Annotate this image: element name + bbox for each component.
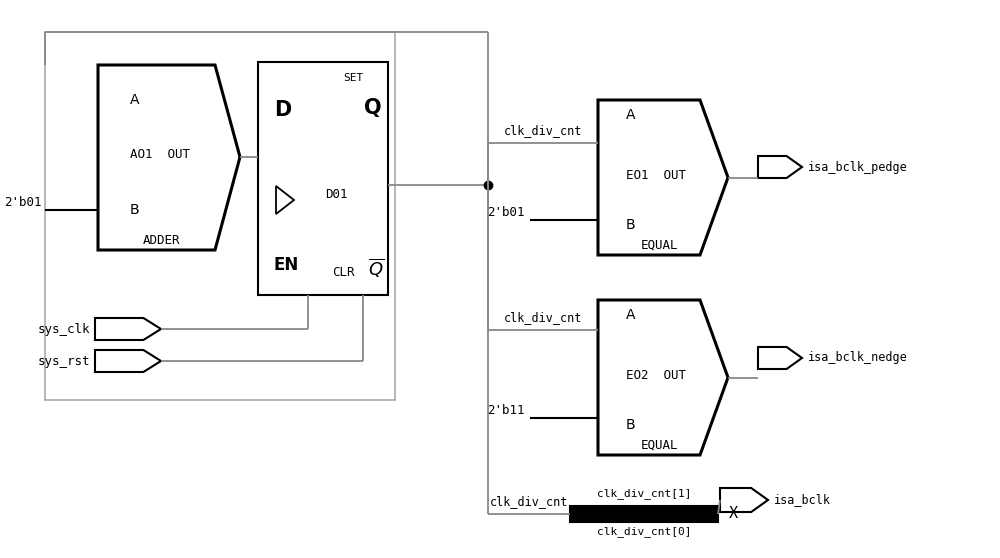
Polygon shape [598, 300, 728, 455]
Text: EO2  OUT: EO2 OUT [626, 369, 686, 382]
Text: A: A [626, 108, 636, 122]
Bar [258, 62, 388, 295]
Text: D01: D01 [325, 189, 347, 201]
Text: A: A [626, 308, 636, 322]
Text: sys_clk: sys_clk [38, 323, 90, 335]
Text: 2'b01: 2'b01 [5, 195, 42, 209]
Polygon shape [758, 347, 802, 369]
Text: AO1  OUT: AO1 OUT [130, 148, 190, 161]
Text: B: B [130, 203, 140, 217]
Text: EO1  OUT: EO1 OUT [626, 169, 686, 182]
Text: 2'b11: 2'b11 [488, 403, 525, 416]
Polygon shape [598, 100, 728, 255]
Text: SET: SET [343, 73, 363, 83]
Text: EQUAL: EQUAL [641, 439, 679, 451]
Text: B: B [626, 418, 636, 432]
Text: isa_bclk_nedge: isa_bclk_nedge [808, 352, 908, 364]
Text: clk_div_cnt: clk_div_cnt [504, 124, 582, 137]
Text: $\overline{Q}$: $\overline{Q}$ [368, 257, 384, 280]
Text: isa_bclk_pedge: isa_bclk_pedge [808, 161, 908, 174]
Polygon shape [720, 488, 768, 512]
Text: X: X [728, 507, 738, 522]
Text: CLR: CLR [332, 267, 354, 280]
Polygon shape [758, 156, 802, 178]
Text: 2'b01: 2'b01 [488, 205, 525, 219]
Polygon shape [276, 186, 294, 214]
Bar [570, 506, 718, 522]
Text: sys_rst: sys_rst [38, 354, 90, 368]
Text: isa_bclk: isa_bclk [774, 493, 831, 507]
Bar [45, 32, 395, 400]
Text: ADDER: ADDER [143, 233, 181, 247]
Polygon shape [95, 318, 161, 340]
Text: clk_div_cnt[0]: clk_div_cnt[0] [597, 527, 691, 537]
Polygon shape [98, 65, 240, 250]
Text: Q: Q [364, 98, 382, 118]
Text: A: A [130, 93, 140, 107]
Text: D: D [274, 100, 292, 120]
Text: EN: EN [273, 256, 299, 274]
Text: clk_div_cnt: clk_div_cnt [504, 311, 582, 325]
Polygon shape [95, 350, 161, 372]
Text: clk_div_cnt[1]: clk_div_cnt[1] [597, 489, 691, 499]
Text: B: B [626, 218, 636, 232]
Text: EQUAL: EQUAL [641, 238, 679, 252]
Text: clk_div_cnt: clk_div_cnt [490, 496, 568, 508]
